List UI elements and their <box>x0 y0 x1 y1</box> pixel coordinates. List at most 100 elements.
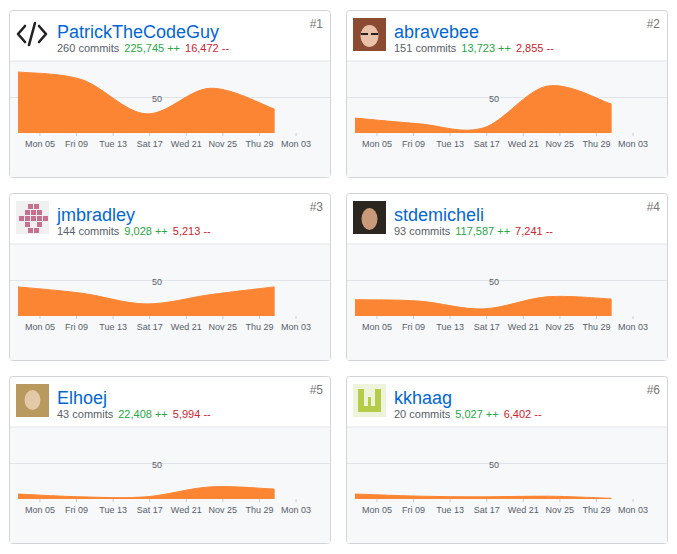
avatar-pixel <box>31 210 36 215</box>
data-group <box>355 296 611 316</box>
x-tick-label: Wed 21 <box>171 505 202 515</box>
x-tick <box>113 133 114 136</box>
avatar <box>353 18 386 51</box>
x-tick-label: Mon 05 <box>362 505 392 515</box>
avatar-bg <box>353 18 386 51</box>
avatar-pixel <box>43 216 48 221</box>
avatar-face <box>25 390 41 410</box>
x-tick <box>259 499 260 502</box>
stat: 16,472 -- <box>185 42 229 54</box>
x-tick <box>450 499 451 502</box>
stat: 5,213 -- <box>173 225 211 237</box>
page: PatrickTheCodeGuy #1 260 commits225,745 ++… <box>0 0 677 554</box>
stats: 20 commits5,027 ++6,402 -- <box>394 408 542 420</box>
x-tick-label: Nov 25 <box>546 322 575 332</box>
x-tick <box>259 316 260 319</box>
avatar-bg <box>16 384 49 417</box>
avatar-pixel <box>28 228 33 233</box>
x-tick-label: Mon 03 <box>281 322 311 332</box>
avatar-pixel <box>25 210 30 215</box>
x-tick <box>186 316 187 319</box>
rank: #1 <box>310 17 324 31</box>
x-tick-label: Nov 25 <box>209 139 238 149</box>
contributor-name[interactable]: PatrickTheCodeGuy <box>57 22 219 42</box>
x-tick <box>450 316 451 319</box>
card-border <box>10 194 331 361</box>
x-tick-label: Sat 17 <box>474 139 500 149</box>
avatar-pattern <box>358 389 381 412</box>
avatar <box>18 23 46 45</box>
plot-background <box>10 61 330 177</box>
x-tick <box>222 316 223 319</box>
stat: 151 commits <box>394 42 457 54</box>
x-tick-label: Tue 13 <box>99 139 127 149</box>
commit-area <box>18 72 274 133</box>
x-tick <box>296 316 297 319</box>
avatar <box>16 384 49 417</box>
x-tick-label: Mon 03 <box>618 505 648 515</box>
x-tick-label: Thu 29 <box>245 505 273 515</box>
contributor-name[interactable]: stdemicheli <box>394 205 484 225</box>
x-tick-label: Nov 25 <box>209 322 238 332</box>
x-tick-label: Sat 17 <box>474 505 500 515</box>
x-tick-label: Nov 25 <box>546 139 575 149</box>
x-tick-label: Fri 09 <box>65 322 88 332</box>
x-tick-label: Sat 17 <box>137 322 163 332</box>
x-tick-label: Mon 05 <box>362 139 392 149</box>
x-tick-label: Mon 05 <box>25 139 55 149</box>
y-tick-label: 50 <box>489 94 499 104</box>
contributor-card: Elhoej#543 commits22,408 ++5,994 --50Mon… <box>10 377 331 544</box>
x-tick-label: Thu 29 <box>245 139 273 149</box>
grid-line <box>10 463 330 464</box>
x-tick <box>296 133 297 136</box>
stat: 260 commits <box>57 42 120 54</box>
x-tick <box>113 499 114 502</box>
stat: 144 commits <box>57 225 120 237</box>
grid-line <box>347 463 667 464</box>
x-tick <box>376 133 377 136</box>
commit-area <box>355 494 611 499</box>
contributor-name[interactable]: jmbradley <box>56 205 135 225</box>
x-tick-label: Mon 05 <box>362 322 392 332</box>
avatar-pixel <box>37 210 42 215</box>
avatar <box>353 384 386 417</box>
card-border <box>347 377 668 544</box>
x-tick <box>259 133 260 136</box>
contributor-name[interactable]: abravebee <box>394 22 479 42</box>
contributor-name[interactable]: Elhoej <box>57 388 107 408</box>
x-tick <box>222 499 223 502</box>
commit-area <box>355 86 611 133</box>
avatar-bg <box>353 384 386 417</box>
x-tick-label: Tue 13 <box>436 139 464 149</box>
x-tick <box>523 133 524 136</box>
commit-area <box>355 296 611 316</box>
avatar-icon <box>18 23 46 45</box>
x-tick-label: Fri 09 <box>65 505 88 515</box>
x-tick <box>149 316 150 319</box>
contributor-name[interactable]: kkhaag <box>394 388 452 408</box>
contributor-card: kkhaag#620 commits5,027 ++6,402 --50Mon … <box>347 377 668 544</box>
x-tick-label: Sat 17 <box>137 139 163 149</box>
x-tick-label: Tue 13 <box>99 322 127 332</box>
stats: 260 commits225,745 ++16,472 -- <box>57 42 229 54</box>
x-tick-label: Wed 21 <box>508 322 539 332</box>
x-tick-label: Nov 25 <box>546 505 575 515</box>
x-tick <box>486 133 487 136</box>
rank: #3 <box>310 200 324 214</box>
rank: #2 <box>647 17 661 31</box>
x-tick <box>633 133 634 136</box>
avatar-glasses <box>361 33 378 35</box>
x-tick <box>376 499 377 502</box>
y-tick-label: 50 <box>489 460 499 470</box>
avatar-pixel <box>37 222 42 227</box>
stat: 9,028 ++ <box>124 225 167 237</box>
stat: 5,994 -- <box>173 408 211 420</box>
stat: 20 commits <box>394 408 451 420</box>
data-group <box>18 487 274 499</box>
x-tick-label: Thu 29 <box>582 322 610 332</box>
x-tick <box>376 316 377 319</box>
x-tick-label: Mon 05 <box>25 505 55 515</box>
x-tick <box>39 316 40 319</box>
contributor-card: stdemicheli#493 commits117,587 ++7,241 -… <box>347 194 668 361</box>
avatar-face <box>361 25 379 47</box>
